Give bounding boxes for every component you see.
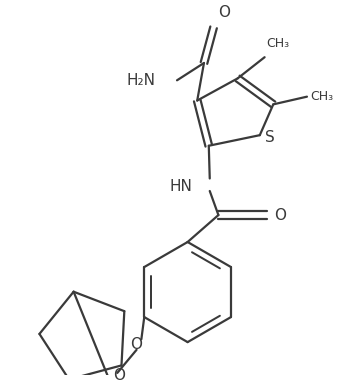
Text: CH₃: CH₃ bbox=[267, 37, 290, 49]
Text: O: O bbox=[131, 337, 143, 352]
Text: O: O bbox=[114, 368, 126, 383]
Text: O: O bbox=[218, 5, 230, 20]
Text: S: S bbox=[264, 130, 274, 145]
Text: HN: HN bbox=[170, 179, 192, 194]
Text: O: O bbox=[274, 208, 286, 223]
Text: CH₃: CH₃ bbox=[310, 90, 333, 103]
Text: H₂N: H₂N bbox=[127, 73, 156, 88]
